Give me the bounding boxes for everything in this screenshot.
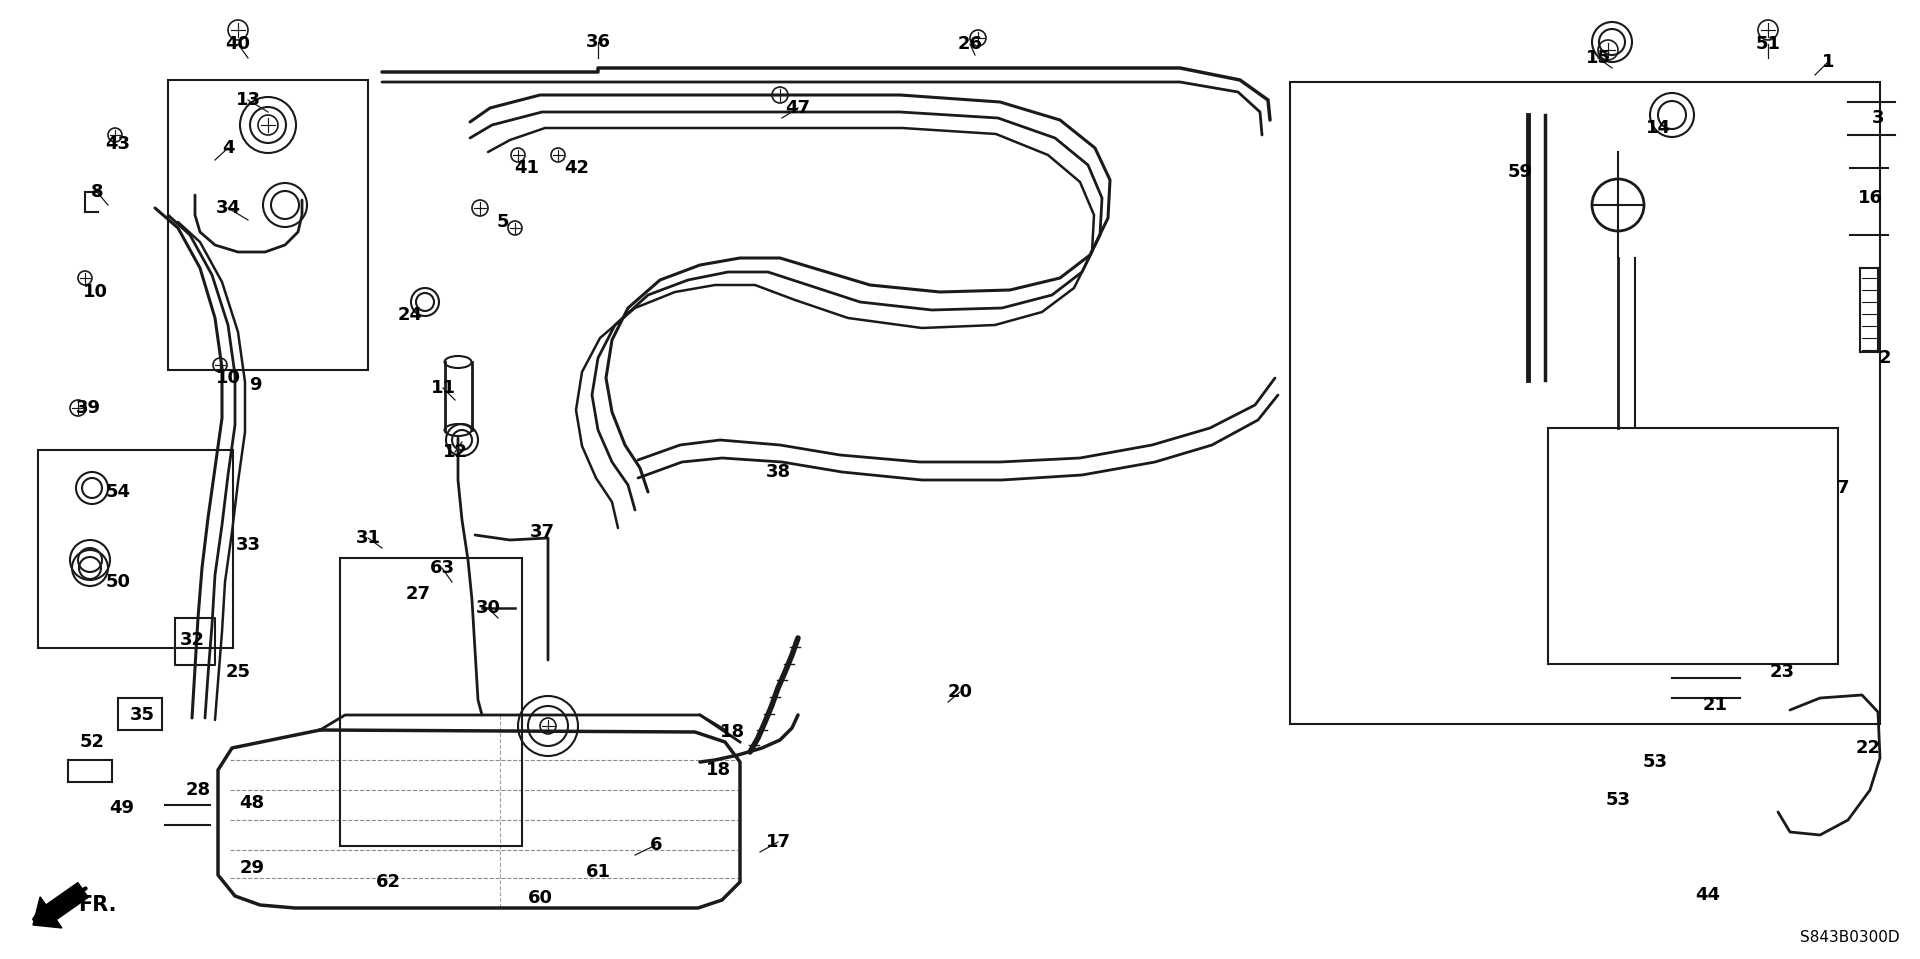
Text: 5: 5 [497, 213, 509, 231]
Text: 42: 42 [564, 159, 589, 177]
Bar [1290, 82, 1880, 724]
Text: 63: 63 [430, 559, 455, 577]
Text: 18: 18 [720, 723, 745, 741]
Text: 14: 14 [1645, 119, 1670, 137]
Text: 25: 25 [225, 663, 250, 681]
Text: 50: 50 [106, 573, 131, 591]
Text: 4: 4 [221, 139, 234, 157]
Text: 2: 2 [1880, 349, 1891, 367]
Text: 10: 10 [215, 369, 240, 387]
Bar [169, 80, 369, 370]
Text: 20: 20 [947, 683, 973, 701]
Text: 44: 44 [1695, 886, 1720, 904]
Text: 53: 53 [1605, 791, 1630, 809]
Text: 39: 39 [75, 399, 100, 417]
Text: 3: 3 [1872, 109, 1884, 127]
Text: 32: 32 [179, 631, 205, 649]
Text: 43: 43 [106, 135, 131, 153]
Text: 22: 22 [1855, 739, 1880, 757]
Text: 59: 59 [1507, 163, 1532, 181]
Text: 52: 52 [79, 733, 104, 751]
Text: 51: 51 [1755, 35, 1780, 53]
Text: 49: 49 [109, 799, 134, 817]
Text: 41: 41 [515, 159, 540, 177]
Bar [340, 558, 522, 846]
Text: S843B0300D: S843B0300D [1801, 930, 1901, 945]
Text: 9: 9 [250, 376, 261, 394]
Text: 6: 6 [649, 836, 662, 854]
Text: 23: 23 [1770, 663, 1795, 681]
Text: 40: 40 [225, 35, 250, 53]
Text: 54: 54 [106, 483, 131, 501]
Text: 27: 27 [405, 585, 430, 603]
Text: 30: 30 [476, 599, 501, 617]
Text: 29: 29 [240, 859, 265, 877]
Text: 60: 60 [528, 889, 553, 907]
Text: 8: 8 [90, 183, 104, 201]
Text: 33: 33 [236, 536, 261, 554]
Text: 24: 24 [397, 306, 422, 324]
Text: 34: 34 [215, 199, 240, 217]
Text: 7: 7 [1837, 479, 1849, 497]
Text: 35: 35 [129, 706, 154, 724]
Text: 36: 36 [586, 33, 611, 51]
Text: FR.: FR. [79, 895, 117, 915]
Text: 15: 15 [1586, 49, 1611, 67]
Text: 31: 31 [355, 529, 380, 547]
Bar [1548, 428, 1837, 664]
Text: 1: 1 [1822, 53, 1834, 71]
Text: 11: 11 [430, 379, 455, 397]
Text: 26: 26 [958, 35, 983, 53]
Text: 48: 48 [240, 794, 265, 812]
Text: 38: 38 [766, 463, 791, 481]
Text: 53: 53 [1642, 753, 1667, 771]
Text: 12: 12 [442, 443, 467, 461]
Text: 37: 37 [530, 523, 555, 541]
Text: 17: 17 [766, 833, 791, 851]
Text: 28: 28 [186, 781, 211, 799]
Text: 18: 18 [705, 761, 732, 779]
Text: 16: 16 [1857, 189, 1882, 207]
Text: 62: 62 [376, 873, 401, 891]
FancyArrow shape [33, 882, 88, 928]
Text: 21: 21 [1703, 696, 1728, 714]
Text: 10: 10 [83, 283, 108, 301]
Text: 47: 47 [785, 99, 810, 117]
Text: 61: 61 [586, 863, 611, 881]
Bar [38, 450, 232, 648]
Text: 13: 13 [236, 91, 261, 109]
